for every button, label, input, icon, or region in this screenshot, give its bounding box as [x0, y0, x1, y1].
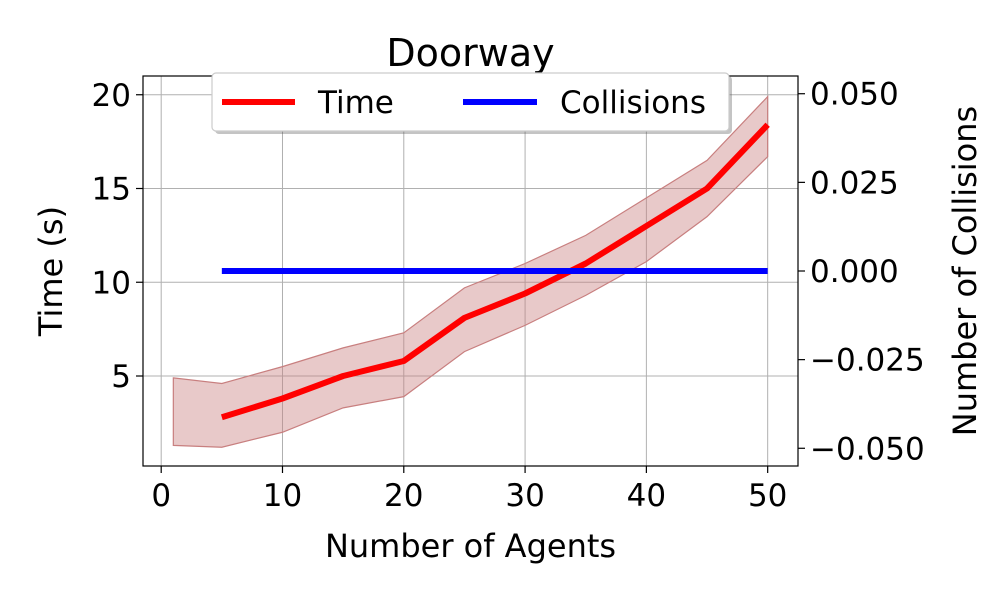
y2-axis-label: Number of Collisions [946, 106, 984, 436]
series-lines [220, 122, 770, 421]
y-tick-label: 15 [92, 172, 131, 208]
legend-label-time: Time [317, 85, 394, 121]
legend-label-collisions: Collisions [560, 85, 706, 121]
y-tick-label: 10 [92, 265, 131, 301]
y2-tick-label: 0.025 [810, 165, 899, 201]
confidence-band [172, 95, 769, 448]
x-axis-label: Number of Agents [325, 527, 616, 565]
y2-tick-label: 0.000 [810, 254, 899, 290]
x-tick-label: 10 [263, 478, 302, 514]
legend: Time Collisions [211, 72, 732, 134]
y-tick-label: 20 [92, 78, 131, 114]
x-tick-label: 0 [151, 478, 171, 514]
y-tick-label: 5 [111, 359, 131, 395]
time-confidence-band [172, 95, 769, 448]
x-tick-label: 20 [384, 478, 423, 514]
y2-tick-label: −0.050 [810, 431, 925, 467]
x-tick-label: 50 [748, 478, 787, 514]
x-tick-label: 30 [505, 478, 544, 514]
x-tick-label: 40 [627, 478, 666, 514]
y-axis-label: Time (s) [32, 206, 70, 337]
y2-tick-label: −0.025 [810, 343, 925, 379]
chart-title: Doorway [386, 31, 554, 75]
y2-tick-label: 0.050 [810, 77, 899, 113]
axis-ticks: 0 10 20 30 40 50 5 10 15 20 0.050 0.025 0.000 −0.025 −… [92, 77, 925, 514]
series-line-time [220, 122, 770, 421]
